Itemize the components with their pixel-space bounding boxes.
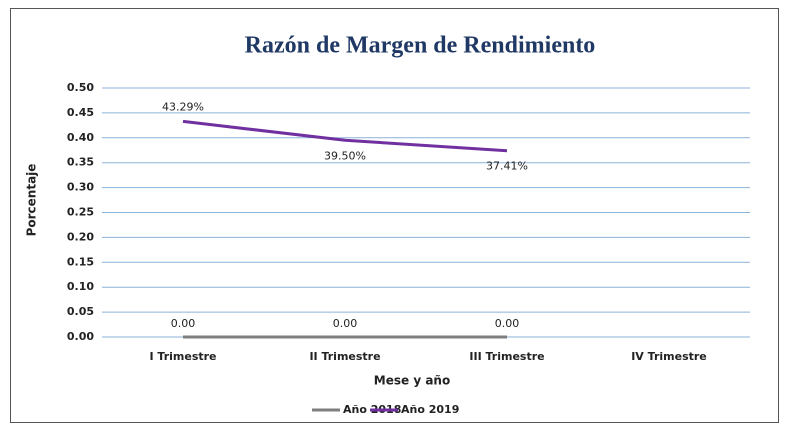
y-tick-label: 0.30: [67, 181, 94, 194]
y-tick-label: 0.35: [67, 156, 94, 169]
data-label: 37.41%: [486, 160, 528, 173]
y-tick-label: 0.10: [67, 280, 94, 293]
y-tick-label: 0.05: [67, 305, 94, 318]
x-tick-label: II Trimestre: [309, 350, 380, 363]
data-label: 0.00: [495, 317, 520, 330]
y-tick-label: 0.15: [67, 255, 94, 268]
x-axis-label: Mese y año: [374, 374, 450, 388]
y-tick-label: 0.50: [67, 81, 94, 94]
data-label: 39.50%: [324, 149, 366, 162]
chart-border: [10, 8, 779, 423]
series-line: [182, 119, 508, 153]
y-axis-label: Porcentaje: [25, 164, 39, 237]
y-tick-label: 0.20: [67, 230, 94, 243]
data-label: 43.29%: [162, 100, 204, 113]
chart-title: Razón de Margen de Rendimiento: [245, 33, 596, 59]
x-tick-label: IV Trimestre: [631, 350, 707, 363]
x-tick-label: I Trimestre: [149, 350, 216, 363]
y-tick-label: 0.25: [67, 206, 94, 219]
y-tick-label: 0.45: [67, 106, 94, 119]
y-tick-label: 0.00: [67, 330, 94, 343]
legend-label: Año 2019: [401, 403, 459, 416]
y-tick-label: 0.40: [67, 131, 94, 144]
data-label: 0.00: [333, 317, 358, 330]
x-tick-label: III Trimestre: [469, 350, 544, 363]
data-label: 0.00: [171, 317, 196, 330]
